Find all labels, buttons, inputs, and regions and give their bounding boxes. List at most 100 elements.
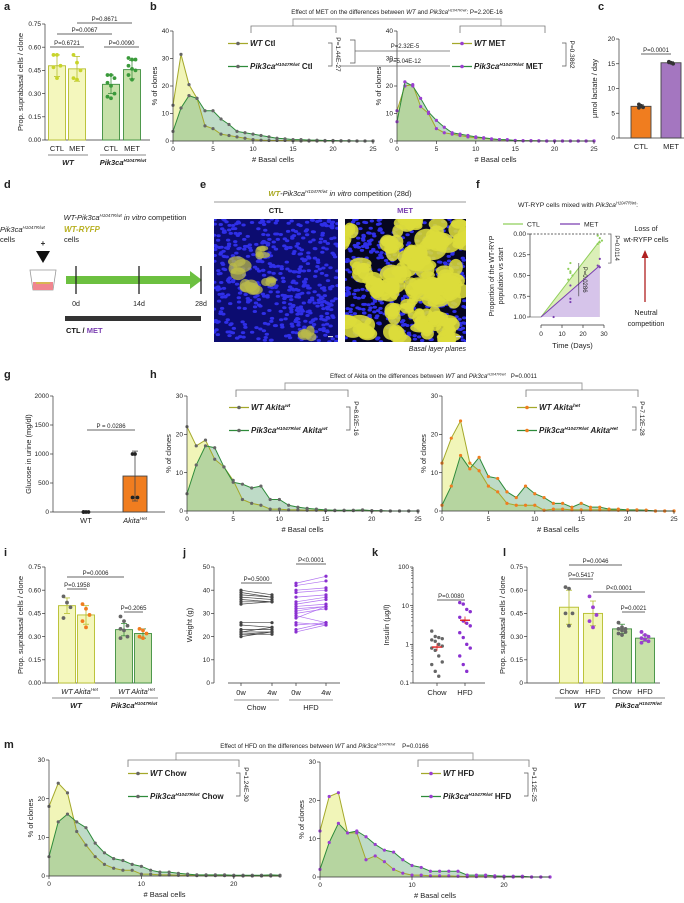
- paired-line: [295, 603, 327, 607]
- bar-label: MET: [663, 142, 679, 151]
- nucleus: [367, 313, 372, 317]
- text-part: Pik3ca: [358, 743, 377, 750]
- nucleus: [221, 254, 227, 258]
- text-part: WT: [61, 687, 74, 696]
- nucleus: [319, 271, 325, 275]
- nucleus: [324, 322, 330, 326]
- x-tick-label: 0: [185, 516, 189, 523]
- nucleus: [322, 239, 328, 243]
- data-point: [571, 274, 574, 277]
- legend-label: Pik3caH1047R/wt Chow: [150, 792, 224, 801]
- data-point: [482, 136, 486, 140]
- text-part: H1047R/wt: [564, 426, 589, 432]
- nucleus: [297, 246, 302, 250]
- y-tick-label: 30: [38, 757, 46, 764]
- nucleus: [416, 335, 422, 339]
- nucleus: [241, 335, 246, 339]
- data-point: [270, 630, 274, 634]
- nucleus: [350, 220, 356, 224]
- data-point: [277, 507, 281, 511]
- nucleus: [324, 312, 330, 316]
- p-value-label: P=0.0067: [72, 28, 99, 34]
- p-value-label: P=0.0046: [583, 559, 610, 565]
- nucleus: [299, 312, 304, 316]
- y-tick-label: 5: [611, 110, 615, 117]
- nucleus: [322, 288, 327, 292]
- nucleus: [330, 314, 335, 318]
- group-label: WT: [62, 158, 75, 167]
- data-point: [450, 131, 454, 135]
- nucleus: [322, 299, 327, 303]
- nucleus: [351, 255, 356, 259]
- data-point: [294, 588, 298, 592]
- p-value-label: P=0.0114: [613, 235, 619, 261]
- nucleus: [268, 338, 274, 342]
- nucleus: [293, 281, 299, 285]
- nucleus: [377, 219, 383, 222]
- data-point: [118, 636, 123, 641]
- nucleus: [227, 223, 232, 227]
- y-tick-label: 0: [519, 680, 523, 687]
- data-point: [118, 614, 123, 619]
- nucleus: [222, 268, 228, 272]
- nucleus: [275, 264, 281, 268]
- nucleus: [462, 330, 466, 334]
- y-axis-label: % of clones: [26, 798, 35, 837]
- nucleus: [345, 286, 350, 290]
- nucleus: [295, 242, 301, 246]
- data-point: [598, 505, 602, 509]
- bar-label: WT: [80, 516, 92, 525]
- nucleus: [324, 223, 329, 227]
- data-point: [243, 131, 247, 135]
- data-point: [370, 509, 374, 513]
- data-point: [569, 297, 572, 300]
- nucleus: [295, 317, 300, 321]
- nucleus: [328, 324, 333, 328]
- p-value-label: P=0.0090: [109, 41, 136, 47]
- nucleus: [237, 232, 243, 236]
- data-point: [598, 241, 601, 244]
- x-axis-label: # Basal cells: [281, 525, 323, 534]
- nucleus: [215, 333, 221, 337]
- data-point: [250, 501, 254, 505]
- nucleus: [290, 330, 296, 334]
- nucleus: [360, 237, 366, 241]
- medium-icon: [33, 282, 53, 290]
- data-point: [222, 465, 226, 469]
- nucleus: [366, 303, 371, 307]
- data-point: [294, 602, 298, 606]
- nucleus: [282, 306, 287, 310]
- chart-title: WT-RYP cells mixed with Pik3caH1047R/wt:: [518, 200, 638, 209]
- subplot-bracket: [127, 759, 240, 767]
- y-tick-label: 0.50: [513, 273, 526, 280]
- y-axis-label: % of clones: [297, 800, 306, 839]
- nucleus: [325, 279, 331, 283]
- data-point: [137, 626, 142, 631]
- data-point: [109, 96, 113, 101]
- comparison-title: Effect of MET on the differences between…: [291, 9, 503, 16]
- nucleus: [237, 291, 243, 295]
- nucleus: [225, 318, 230, 322]
- x-tick-label: 10: [138, 881, 146, 888]
- area-fill: [187, 426, 418, 511]
- nucleus: [214, 328, 219, 332]
- nucleus: [369, 219, 375, 223]
- data-point: [511, 874, 515, 878]
- nucleus: [325, 315, 330, 319]
- yfp-cell: [357, 262, 370, 280]
- nucleus: [278, 309, 283, 313]
- nucleus: [274, 302, 279, 306]
- nucleus: [436, 260, 442, 264]
- nucleus: [375, 309, 381, 313]
- data-point: [65, 791, 70, 795]
- nucleus: [266, 220, 271, 224]
- data-point: [364, 835, 368, 839]
- subplot-bracket: [235, 389, 349, 397]
- x-axis-label: # Basal cells: [537, 525, 579, 534]
- data-point: [433, 634, 437, 639]
- nucleus: [309, 219, 315, 222]
- data-point: [486, 484, 490, 488]
- y-tick-label: 10: [386, 111, 394, 118]
- x-tick-label: 20: [500, 882, 508, 889]
- nucleus: [318, 240, 323, 244]
